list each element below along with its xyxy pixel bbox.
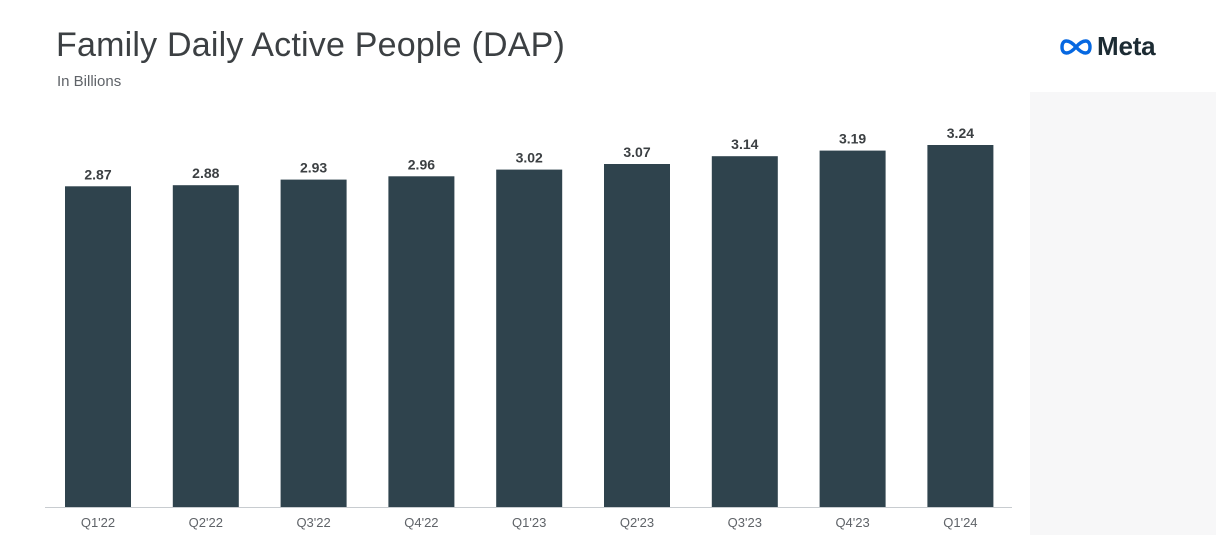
value-label-8: 3.24 <box>947 125 974 141</box>
value-label-6: 3.14 <box>731 136 758 152</box>
chart-subtitle: In Billions <box>57 73 122 90</box>
meta-logo: Meta <box>1058 31 1156 62</box>
bar-4 <box>496 169 563 507</box>
value-label-3: 2.96 <box>408 156 435 172</box>
bar-7 <box>819 150 886 507</box>
x-tick-label-0: Q1'22 <box>81 515 115 530</box>
value-label-0: 2.87 <box>84 166 111 182</box>
bar-3 <box>388 176 455 508</box>
value-label-7: 3.19 <box>839 131 866 147</box>
value-label-1: 2.88 <box>192 165 219 181</box>
x-tick-label-6: Q3'23 <box>728 515 762 530</box>
bar-2 <box>280 179 347 507</box>
side-panel <box>1030 92 1216 535</box>
bar-8 <box>927 145 994 507</box>
value-label-4: 3.02 <box>516 150 543 166</box>
bar-6 <box>711 156 778 507</box>
x-tick-label-5: Q2'23 <box>620 515 654 530</box>
meta-infinity-icon <box>1060 38 1092 55</box>
x-tick-labels-group: Q1'22 Q2'22 Q3'22 Q4'22 Q1'23 Q2'23 Q3'23 Q4'23… <box>81 515 978 530</box>
x-tick-label-8: Q1'24 <box>943 515 977 530</box>
bar-0 <box>65 186 131 508</box>
x-tick-label-2: Q3'22 <box>296 515 330 530</box>
x-tick-label-3: Q4'22 <box>404 515 438 530</box>
bar-5 <box>604 164 670 507</box>
x-tick-label-4: Q1'23 <box>512 515 546 530</box>
bar-1 <box>172 185 239 507</box>
x-tick-label-7: Q4'23 <box>835 515 869 530</box>
value-label-2: 2.93 <box>300 160 327 176</box>
meta-logo-text: Meta <box>1097 31 1156 61</box>
x-tick-label-1: Q2'22 <box>189 515 223 530</box>
chart-title: Family Daily Active People (DAP) <box>56 26 565 64</box>
bars-group <box>65 145 994 508</box>
value-labels-group: 2.87 2.88 2.93 2.96 3.02 3.07 3.14 3.19 3.24 <box>84 125 974 182</box>
value-label-5: 3.07 <box>623 144 650 160</box>
